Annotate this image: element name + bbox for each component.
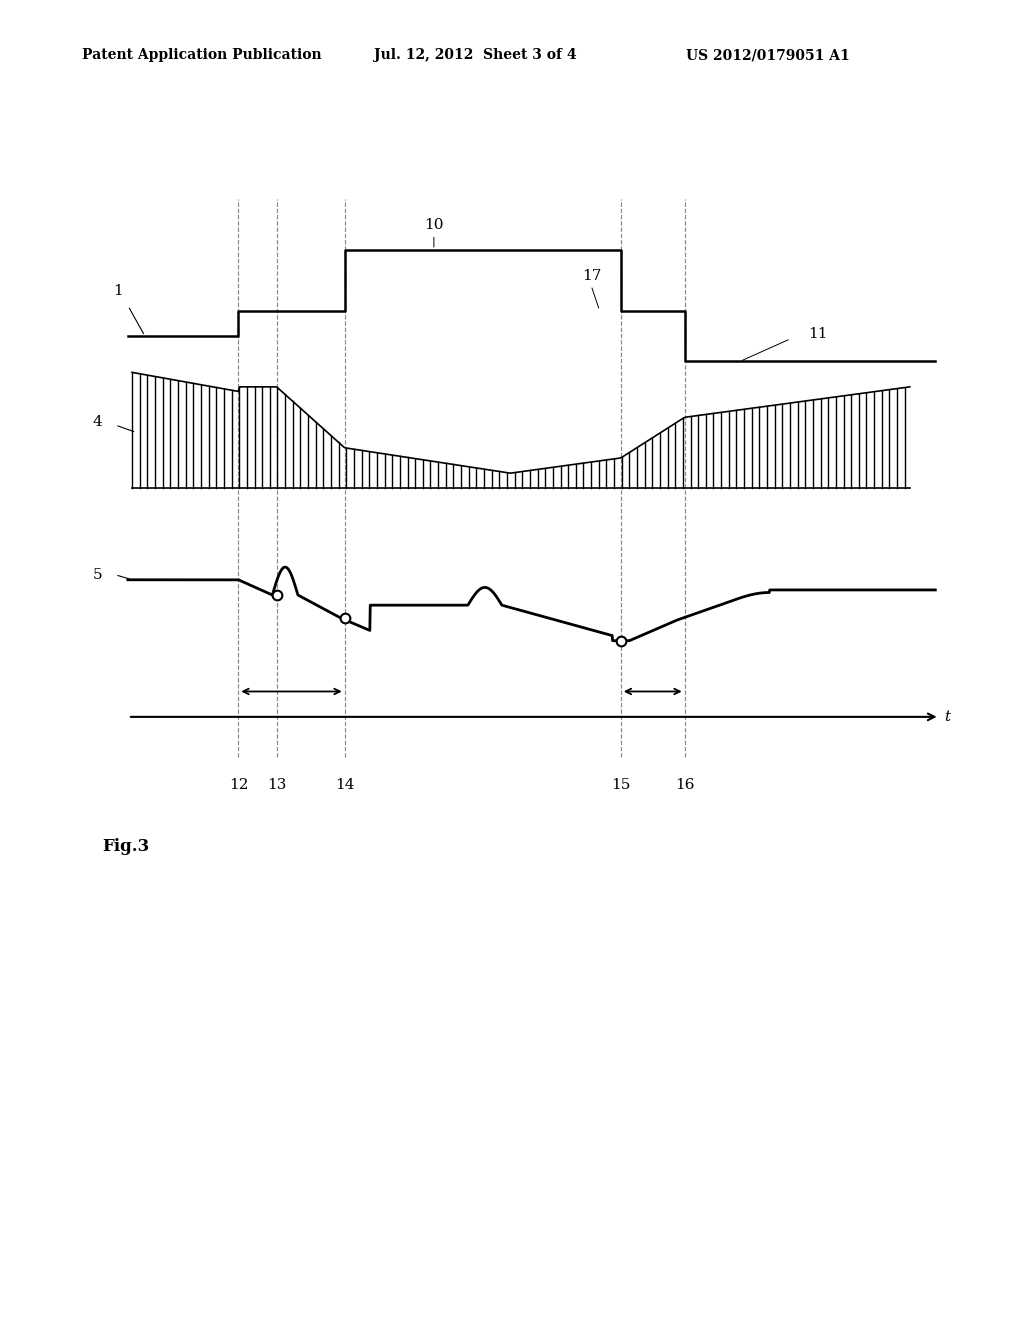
Text: 5: 5 <box>93 568 102 582</box>
Text: 1: 1 <box>113 284 123 298</box>
Text: 14: 14 <box>335 777 354 792</box>
Text: US 2012/0179051 A1: US 2012/0179051 A1 <box>686 49 850 62</box>
Text: 13: 13 <box>267 777 287 792</box>
Text: 15: 15 <box>611 777 631 792</box>
Text: Patent Application Publication: Patent Application Publication <box>82 49 322 62</box>
Text: t: t <box>944 710 950 723</box>
Text: 12: 12 <box>228 777 248 792</box>
Text: 4: 4 <box>92 416 102 429</box>
Text: 16: 16 <box>675 777 694 792</box>
Text: 10: 10 <box>424 218 443 232</box>
Text: Jul. 12, 2012  Sheet 3 of 4: Jul. 12, 2012 Sheet 3 of 4 <box>374 49 577 62</box>
Text: 17: 17 <box>583 269 602 282</box>
Text: Fig.3: Fig.3 <box>102 838 150 855</box>
Text: 11: 11 <box>808 326 827 341</box>
